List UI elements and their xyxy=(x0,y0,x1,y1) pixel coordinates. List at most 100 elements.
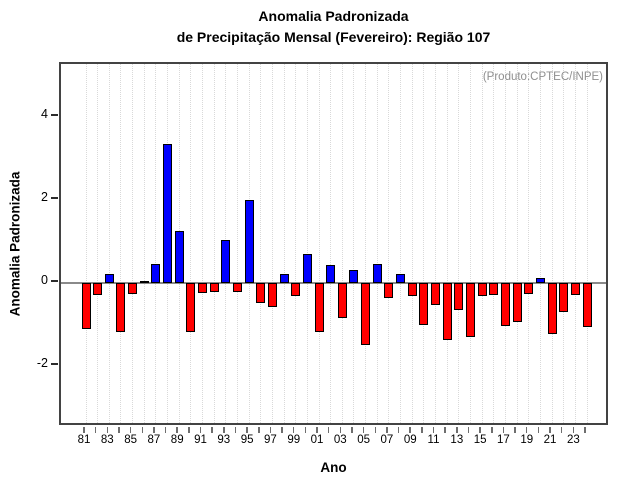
x-tick xyxy=(572,427,575,433)
gridline xyxy=(190,64,192,423)
x-tick xyxy=(258,427,260,433)
bar xyxy=(221,239,231,284)
gridline xyxy=(411,64,413,423)
x-tick xyxy=(316,427,318,433)
x-tick xyxy=(211,427,213,433)
x-tick-label: 99 xyxy=(287,434,301,446)
x-tick-label: 81 xyxy=(77,434,91,446)
source-annotation: (Produto:CPTEC/INPE) xyxy=(482,71,603,83)
x-tick-label: 17 xyxy=(497,434,510,446)
x-tick xyxy=(537,427,540,433)
bar xyxy=(384,283,394,298)
bar xyxy=(372,263,382,284)
bar xyxy=(349,269,359,284)
x-tick-label: 97 xyxy=(264,434,277,446)
bar xyxy=(302,253,312,284)
bar xyxy=(326,265,336,284)
bar xyxy=(454,283,464,310)
x-tick xyxy=(234,427,237,433)
gridline xyxy=(295,64,297,423)
x-tick xyxy=(456,427,458,433)
bar xyxy=(279,274,289,284)
bar xyxy=(559,283,569,312)
gridline xyxy=(400,64,402,423)
x-tick xyxy=(560,427,563,433)
gridline xyxy=(283,64,285,423)
x-tick-label: 23 xyxy=(566,434,580,446)
x-tick xyxy=(129,427,132,433)
x-tick xyxy=(292,427,295,433)
bar xyxy=(524,283,534,294)
gridline xyxy=(120,64,122,423)
x-tick xyxy=(246,427,248,433)
x-tick xyxy=(339,427,342,433)
chart-title: Anomalia Padronizada de Precipitação Men… xyxy=(59,6,608,48)
x-tick-label: 95 xyxy=(240,434,254,446)
gridline xyxy=(539,64,541,423)
x-tick-label: 19 xyxy=(520,434,534,446)
bar xyxy=(361,283,371,345)
bar xyxy=(512,283,522,322)
x-tick-label: 11 xyxy=(427,434,440,446)
gridline xyxy=(97,64,99,423)
bar xyxy=(291,283,301,296)
gridline xyxy=(271,64,273,423)
bar xyxy=(139,281,149,284)
bar xyxy=(582,283,592,327)
y-tick-label: 2 xyxy=(41,190,48,205)
bar xyxy=(163,144,173,284)
x-tick xyxy=(223,427,225,433)
x-tick-label: 07 xyxy=(380,434,394,446)
x-tick xyxy=(525,427,528,433)
x-tick xyxy=(327,427,330,433)
x-tick-label: 89 xyxy=(170,434,184,446)
bar xyxy=(547,283,557,334)
x-tick xyxy=(514,427,516,433)
bar xyxy=(93,283,103,295)
gridline xyxy=(516,64,518,423)
bar xyxy=(396,273,406,284)
gridline xyxy=(155,64,157,423)
y-tick xyxy=(51,280,58,283)
gridline xyxy=(306,64,308,423)
x-tick xyxy=(118,427,120,433)
bar xyxy=(174,231,184,284)
chart-title-line2: de Precipitação Mensal (Fevereiro): Regi… xyxy=(176,29,491,45)
gridline xyxy=(341,64,343,423)
plot-area xyxy=(59,62,608,425)
bar xyxy=(337,283,347,319)
x-tick xyxy=(199,427,202,433)
gridline xyxy=(353,64,355,423)
x-tick-label: 13 xyxy=(450,434,464,446)
x-tick-label: 15 xyxy=(473,434,487,446)
x-tick-label: 85 xyxy=(124,434,137,446)
bar xyxy=(116,283,126,332)
x-tick xyxy=(94,427,97,433)
x-tick xyxy=(188,427,190,433)
x-tick xyxy=(269,427,272,433)
x-tick-label: 93 xyxy=(217,434,231,446)
bar xyxy=(477,283,487,297)
zero-line xyxy=(61,282,606,285)
gridline xyxy=(563,64,565,423)
y-tick xyxy=(51,197,58,200)
x-tick xyxy=(281,427,283,433)
gridline xyxy=(85,64,87,423)
x-tick xyxy=(479,427,481,433)
gridline xyxy=(574,64,576,423)
gridline xyxy=(493,64,495,423)
y-tick-label: -2 xyxy=(36,356,48,371)
x-tick xyxy=(164,427,167,433)
gridline xyxy=(143,64,145,423)
bar xyxy=(314,283,324,332)
x-tick-label: 91 xyxy=(194,434,207,446)
bar xyxy=(198,283,207,294)
gridline xyxy=(435,64,437,423)
gridline xyxy=(202,64,203,423)
gridline xyxy=(481,64,483,423)
x-tick xyxy=(549,427,551,433)
x-tick xyxy=(491,427,493,433)
x-tick-label: 87 xyxy=(147,434,161,446)
gridline xyxy=(108,64,110,423)
